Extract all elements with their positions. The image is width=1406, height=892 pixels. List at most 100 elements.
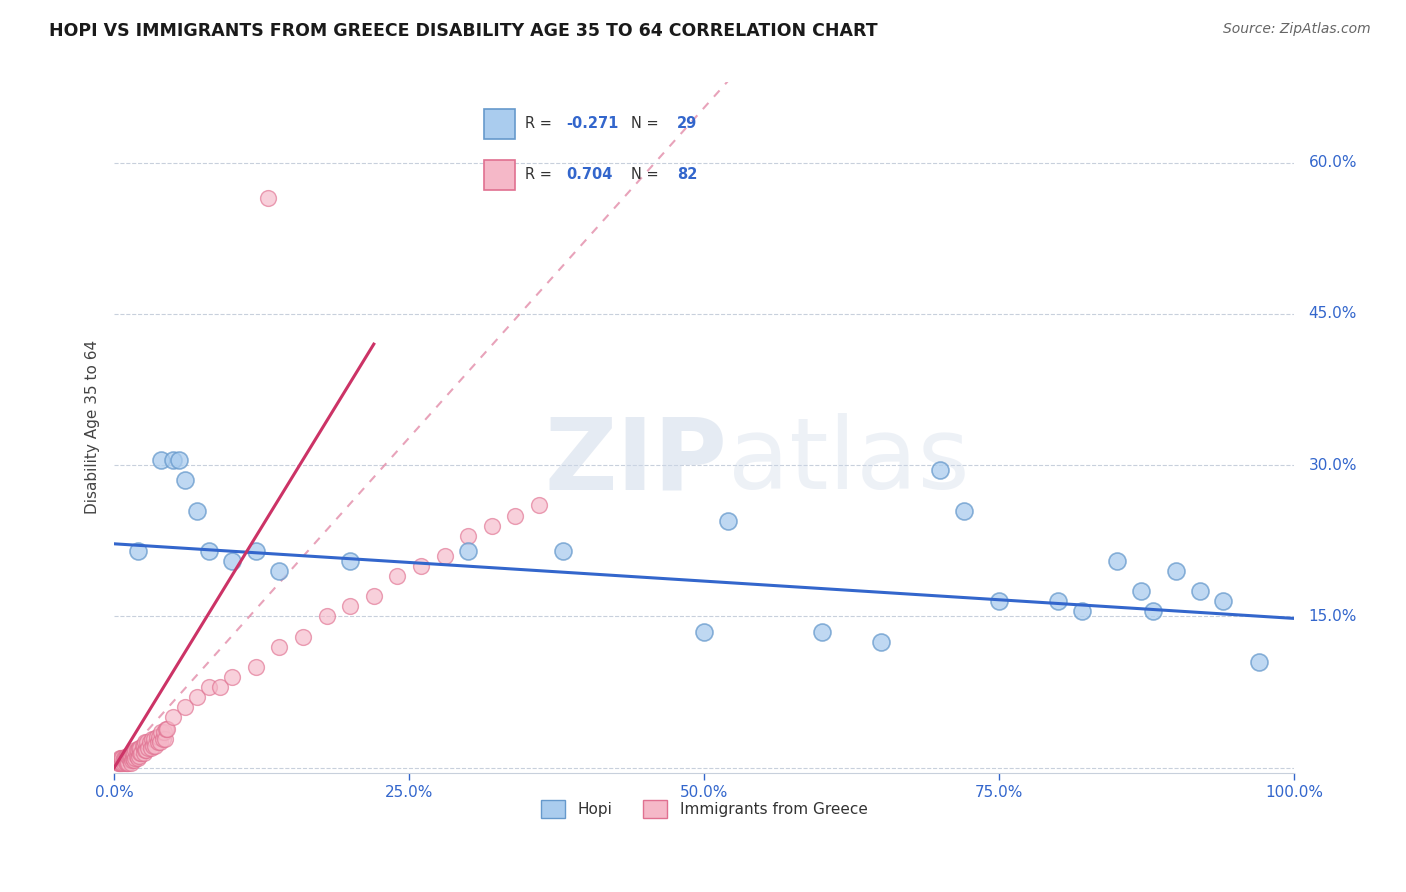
Point (122, 746, 145, 760)
Point (1129, 584, 1152, 599)
Point (110, 756, 132, 770)
Point (115, 748, 138, 763)
Point (292, 630, 315, 644)
Point (269, 640, 291, 654)
Text: 45.0%: 45.0% (1309, 306, 1357, 321)
Point (118, 753, 141, 767)
Point (551, 544, 574, 558)
Point (221, 670, 243, 684)
Point (186, 503, 208, 517)
Point (527, 499, 550, 513)
Point (245, 660, 267, 674)
Point (988, 594, 1011, 608)
Point (117, 756, 139, 770)
Point (122, 746, 145, 760)
Point (128, 748, 150, 763)
Point (152, 732, 174, 747)
Text: Source: ZipAtlas.com: Source: ZipAtlas.com (1223, 22, 1371, 37)
Point (186, 690, 208, 705)
Point (1166, 564, 1188, 578)
Point (124, 750, 146, 764)
Point (112, 750, 135, 764)
Point (111, 756, 134, 770)
Point (457, 529, 479, 543)
Point (110, 750, 132, 764)
Point (339, 554, 361, 568)
Point (148, 731, 170, 745)
Point (315, 609, 337, 624)
Point (136, 735, 159, 749)
Point (505, 508, 527, 523)
Legend: Hopi, Immigrants from Greece: Hopi, Immigrants from Greece (534, 794, 873, 824)
Point (153, 732, 176, 747)
Point (134, 742, 156, 756)
Text: 15.0%: 15.0% (1309, 609, 1357, 624)
Point (121, 753, 143, 767)
Point (125, 748, 148, 763)
Point (1188, 584, 1211, 599)
Point (120, 748, 142, 763)
Point (134, 735, 156, 749)
Point (127, 750, 149, 764)
Point (953, 503, 976, 517)
Point (145, 731, 167, 745)
Point (121, 746, 143, 760)
Point (150, 725, 173, 739)
Point (1047, 594, 1070, 608)
Point (145, 739, 167, 753)
Point (132, 746, 155, 760)
Point (120, 756, 142, 770)
Point (142, 739, 165, 753)
Point (197, 544, 219, 558)
Point (115, 756, 138, 770)
Point (132, 739, 155, 753)
Point (339, 599, 361, 614)
Text: atlas: atlas (728, 413, 970, 510)
Point (115, 756, 138, 770)
Point (118, 748, 141, 763)
Point (717, 514, 740, 528)
Point (693, 624, 716, 639)
Point (197, 680, 219, 694)
Point (162, 453, 184, 467)
Point (363, 589, 385, 603)
Point (129, 746, 152, 760)
Point (138, 735, 160, 749)
Point (143, 732, 166, 747)
Point (387, 569, 409, 583)
Point (146, 735, 169, 749)
Point (221, 554, 243, 568)
Point (135, 742, 157, 756)
Point (124, 742, 146, 756)
Point (870, 634, 893, 648)
Point (122, 750, 145, 764)
Point (108, 750, 131, 764)
Point (929, 463, 952, 477)
Text: ZIP: ZIP (546, 413, 728, 510)
Point (269, 564, 291, 578)
Point (162, 710, 184, 724)
Point (108, 756, 131, 770)
Point (1070, 604, 1092, 618)
Point (141, 732, 163, 747)
Point (131, 746, 153, 760)
Text: 30.0%: 30.0% (1309, 458, 1357, 473)
Point (150, 453, 173, 467)
Point (256, 191, 278, 205)
Text: 60.0%: 60.0% (1309, 155, 1357, 170)
Point (127, 544, 149, 558)
Point (433, 549, 456, 563)
Point (127, 742, 149, 756)
Point (122, 753, 145, 767)
Point (138, 740, 160, 755)
Point (209, 680, 232, 694)
Point (114, 750, 136, 764)
Point (245, 544, 267, 558)
Point (131, 739, 153, 753)
Point (481, 518, 503, 533)
Point (107, 756, 129, 770)
Point (128, 740, 150, 755)
Point (112, 756, 135, 770)
Point (108, 756, 131, 770)
Point (125, 742, 148, 756)
